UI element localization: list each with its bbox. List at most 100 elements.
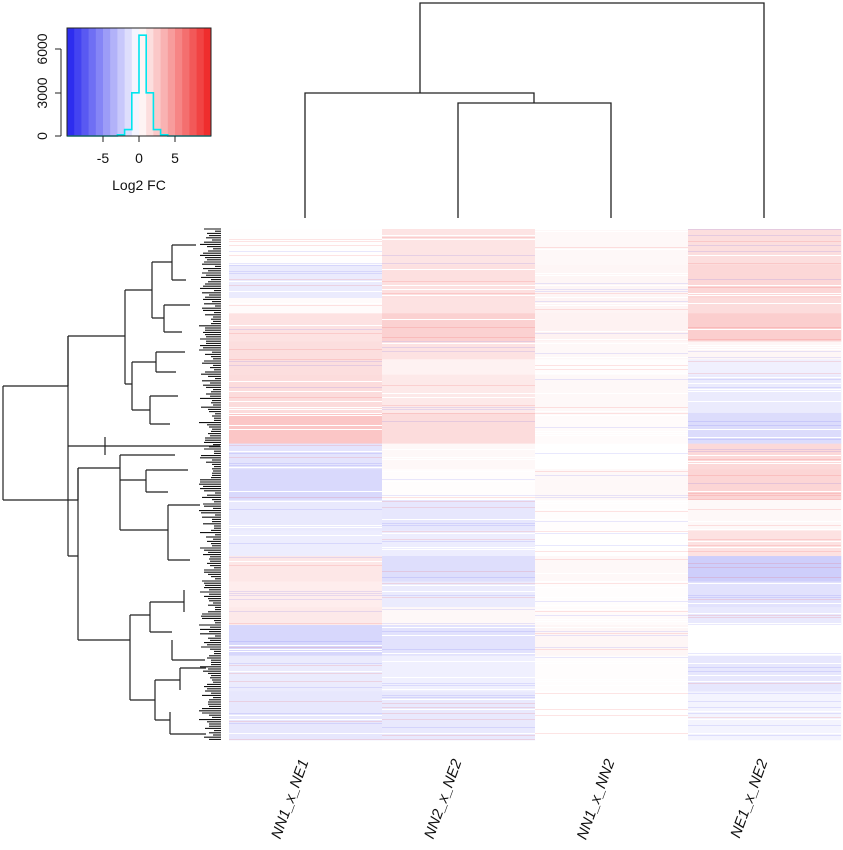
heatmap-row-stripe [688,707,841,708]
heatmap-cell [382,297,536,314]
heatmap-row-stripe [382,695,535,696]
heatmap-row-stripe [535,685,688,686]
heatmap-row-stripe [382,733,535,734]
heatmap-row-stripe [382,623,535,624]
heatmap-row-stripe [688,439,841,440]
heatmap-row-stripe [688,361,841,362]
color-key-bin [139,28,147,136]
heatmap-row-stripe [229,681,382,682]
heatmap-row-stripe [382,479,535,480]
heatmap-row-stripe [229,733,382,734]
heatmap-cell [688,469,842,501]
heatmap-row-stripe [229,359,382,360]
heatmap-row-stripe [535,551,688,552]
heatmap-cell [382,229,536,266]
heatmap-row-stripe [535,717,688,718]
color-key-x-tick: 5 [171,150,179,166]
heatmap-row-stripe [688,451,841,452]
heatmap-row-stripe [382,507,535,508]
heatmap-row-stripe [382,595,535,596]
heatmap-row-stripe [688,667,841,668]
heatmap-row-stripe [688,303,841,304]
heatmap-row-stripe [535,353,688,354]
heatmap-row-stripe [382,289,535,290]
heatmap-row-stripe [382,281,535,282]
heatmap-row-stripe [688,509,841,510]
heatmap-row-stripe [535,735,688,736]
heatmap-cell [382,313,536,342]
heatmap-row-stripe [229,687,382,688]
heatmap-row-stripe [382,685,535,686]
column-dendrogram-merge-nn1 [304,92,535,218]
heatmap-row-stripe [229,663,382,664]
color-key-y-axis [55,48,62,137]
heatmap-row-stripe [535,605,688,606]
heatmap-cell [535,607,689,626]
heatmap-row-stripe [688,547,841,548]
heatmap-row-stripe [229,721,382,722]
heatmap-row-stripe [382,699,535,700]
heatmap-cell [382,530,536,557]
heatmap-cell [688,655,842,692]
heatmap-row-stripe [229,623,382,624]
heatmap-cell [382,359,536,375]
color-key-y-tick: 3000 [34,77,50,108]
heatmap-row-stripe [535,503,688,504]
heatmap-cell [688,341,842,360]
heatmap-cell [535,412,689,444]
heatmap-row-stripe [229,599,382,600]
heatmap-cell [382,607,536,626]
heatmap-row-stripe [535,539,688,540]
heatmap-row-stripe [535,459,688,460]
heatmap-row-stripe [535,681,688,682]
row-dendrogram-branch [169,590,206,735]
color-key-bin [88,28,97,136]
heatmap-cell [382,625,536,656]
heatmap-cell [229,556,383,582]
heatmap-row-stripe [382,235,535,236]
heatmap-row-stripe [382,719,535,720]
heatmap-row-stripe [382,597,535,598]
heatmap-row-stripe [535,413,688,414]
heatmap-row-stripe [229,535,382,536]
heatmap-row-stripe [688,735,841,736]
heatmap-cell [535,469,689,501]
heatmap-row-stripe [229,285,382,286]
heatmap-row-stripe [535,297,688,298]
heatmap-row-stripe [229,665,382,666]
heatmap-row-stripe [535,621,688,622]
row-dendrogram-leaves [199,228,221,740]
heatmap-row-stripe [382,523,535,524]
heatmap-cell [688,625,842,656]
heatmap-row-stripe [229,673,382,674]
column-label-nn2-x-ne2: NN2_x_NE2 [421,756,466,841]
color-key-x-tick: -5 [97,150,110,166]
heatmap-row-stripe [688,251,841,252]
heatmap-row-stripe [229,671,382,672]
heatmap-cell [688,359,842,375]
heatmap-row-stripe [688,461,841,462]
heatmap-row-stripe [688,475,841,476]
heatmap-row-stripe [229,257,382,258]
heatmap-row-stripe [688,463,841,464]
heatmap-row-stripe [688,651,841,652]
heatmap-row-stripe [382,337,535,338]
heatmap-row-stripe [229,325,382,326]
heatmap-cell [229,297,383,314]
heatmap-cell [688,264,842,299]
heatmap-row-stripe [229,543,382,544]
heatmap-row-stripe [382,631,535,632]
heatmap-row-stripe [688,623,841,624]
heatmap-row-stripe [688,429,841,430]
heatmap-row-stripe [229,273,382,274]
heatmap-row-stripe [688,567,841,568]
heatmap-row-stripe [229,463,382,464]
heatmap-row-stripe [535,293,688,294]
heatmap-row-stripe [688,563,841,564]
heatmap-row-stripe [382,351,535,352]
color-key-xlabel: Log2 FC [112,177,166,193]
heatmap-row-stripe [229,361,382,362]
heatmap-row-stripe [688,615,841,616]
heatmap-cell [229,443,383,470]
heatmap-row-stripe [688,653,841,654]
